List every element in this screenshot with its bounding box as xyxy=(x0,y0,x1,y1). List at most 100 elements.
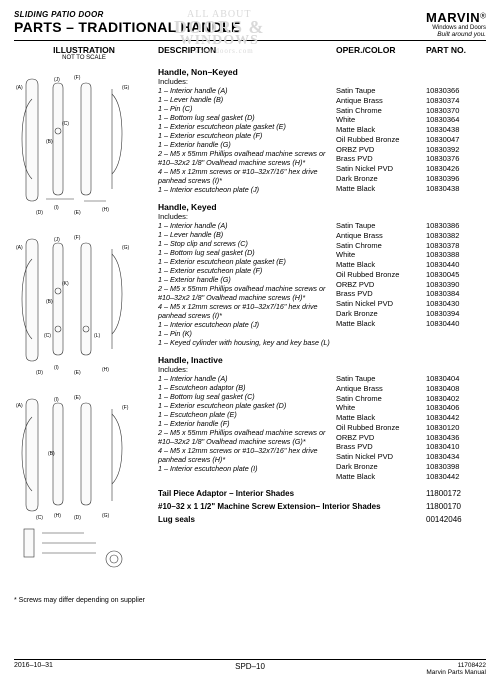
variant-color: Antique Brass xyxy=(336,231,426,241)
variant-parts: 1083040410830408108304021083040610830442… xyxy=(426,374,486,481)
variant-color: Brass PVD xyxy=(336,154,426,164)
footer-page: SPD–10 xyxy=(235,662,265,671)
includes-item: 4 – M5 x 12mm screws or #10–32x7/16" hex… xyxy=(158,302,330,320)
variant-color: Antique Brass xyxy=(336,96,426,106)
simple-row: Tail Piece Adaptor – Interior Shades1180… xyxy=(158,489,486,498)
includes-item: 2 – M5 x 55mm Phillips ovalhead machine … xyxy=(158,428,330,446)
section-title: Handle, Inactive xyxy=(158,355,486,365)
variant-colors: Satin TaupeAntique BrassSatin ChromeWhit… xyxy=(336,86,426,194)
includes-item: 1 – Lever handle (B) xyxy=(158,230,330,239)
simple-row-label: Lug seals xyxy=(158,515,426,524)
includes-item: 1 – Pin (K) xyxy=(158,329,330,338)
svg-text:(C): (C) xyxy=(36,515,43,521)
footer-doc-name: Marvin Parts Manual xyxy=(426,669,486,676)
variant-color: Oil Rubbed Bronze xyxy=(336,135,426,145)
svg-text:(A): (A) xyxy=(16,85,23,91)
variant-part: 10830384 xyxy=(426,289,486,299)
includes-item: 1 – Exterior escutcheon plate (F) xyxy=(158,266,330,275)
variant-color: Antique Brass xyxy=(336,384,426,394)
includes-item: 1 – Exterior escutcheon plate gasket (D) xyxy=(158,401,330,410)
handle-section: Handle, InactiveIncludes:1 – Interior ha… xyxy=(158,355,486,481)
footnote: * Screws may differ depending on supplie… xyxy=(14,597,486,604)
variant-part: 10830398 xyxy=(426,462,486,472)
variant-parts: 1083036610830374108303701083036410830438… xyxy=(426,86,486,194)
includes-item: 1 – Pin (C) xyxy=(158,104,330,113)
variant-color: Satin Chrome xyxy=(336,394,426,404)
product-line: SLIDING PATIO DOOR xyxy=(14,10,426,19)
includes-item: 1 – Lever handle (B) xyxy=(158,95,330,104)
variant-part: 10830426 xyxy=(426,164,486,174)
variant-color: Brass PVD xyxy=(336,289,426,299)
svg-text:(E): (E) xyxy=(74,370,81,376)
variant-color: Satin Chrome xyxy=(336,241,426,251)
col-illustration: ILLUSTRATION xyxy=(53,45,115,55)
variant-color: Satin Taupe xyxy=(336,374,426,384)
simple-row-part: 11800172 xyxy=(426,489,486,498)
variant-part: 10830364 xyxy=(426,115,486,125)
includes-label: Includes: xyxy=(158,365,486,374)
variant-color: Matte Black xyxy=(336,319,426,329)
svg-text:(C): (C) xyxy=(62,121,69,127)
variant-part: 10830404 xyxy=(426,374,486,384)
variant-color: Satin Chrome xyxy=(336,106,426,116)
svg-text:(I): (I) xyxy=(54,205,59,211)
variant-color: Oil Rubbed Bronze xyxy=(336,270,426,280)
variant-color: Matte Black xyxy=(336,184,426,194)
variant-color: Matte Black xyxy=(336,413,426,423)
variant-part: 10830382 xyxy=(426,231,486,241)
variant-part: 10830374 xyxy=(426,96,486,106)
variant-colors: Satin TaupeAntique BrassSatin ChromeWhit… xyxy=(336,374,426,481)
variant-colors: Satin TaupeAntique BrassSatin ChromeWhit… xyxy=(336,221,426,347)
variant-color: ORBZ PVD xyxy=(336,145,426,155)
includes-item: 1 – Bottom lug seal gasket (D) xyxy=(158,248,330,257)
includes-label: Includes: xyxy=(158,77,486,86)
svg-text:(G): (G) xyxy=(122,85,130,91)
variant-part: 10830388 xyxy=(426,250,486,260)
variant-part: 10830047 xyxy=(426,135,486,145)
simple-row-part: 00142046 xyxy=(426,515,486,524)
variant-color: Dark Bronze xyxy=(336,174,426,184)
footer-date: 2016–10–31 xyxy=(14,662,53,676)
variant-color: Dark Bronze xyxy=(336,462,426,472)
variant-part: 10830442 xyxy=(426,413,486,423)
simple-row-part: 11800170 xyxy=(426,502,486,511)
includes-item: 1 – Bottom lug seal gasket (C) xyxy=(158,392,330,401)
includes-item: 1 – Interior escutcheon plate (J) xyxy=(158,320,330,329)
includes-item: 1 – Exterior handle (F) xyxy=(158,419,330,428)
variant-part: 10830410 xyxy=(426,442,486,452)
variant-color: ORBZ PVD xyxy=(336,433,426,443)
svg-text:(J): (J) xyxy=(54,237,60,243)
svg-text:(A): (A) xyxy=(16,403,23,409)
includes-item: 1 – Bottom lug seal gasket (D) xyxy=(158,113,330,122)
variant-part: 10830396 xyxy=(426,174,486,184)
variant-part: 10830434 xyxy=(426,452,486,462)
variant-part: 10830120 xyxy=(426,423,486,433)
includes-item: 2 – M5 x 55mm Phillips ovalhead machine … xyxy=(158,149,330,167)
variant-color: White xyxy=(336,115,426,125)
svg-text:(D): (D) xyxy=(36,370,43,376)
simple-row-label: Tail Piece Adaptor – Interior Shades xyxy=(158,489,426,498)
variant-part: 10830045 xyxy=(426,270,486,280)
svg-text:(D): (D) xyxy=(74,515,81,521)
variant-part: 10830408 xyxy=(426,384,486,394)
includes-item: 1 – Exterior handle (G) xyxy=(158,140,330,149)
variant-parts: 1083038610830382108303781083038810830440… xyxy=(426,221,486,347)
section-title: Handle, Non–Keyed xyxy=(158,67,486,77)
includes-item: 2 – M5 x 55mm Phillips ovalhead machine … xyxy=(158,284,330,302)
includes-item: 1 – Escutcheon adaptor (B) xyxy=(158,383,330,392)
svg-text:(A): (A) xyxy=(16,245,23,251)
variant-color: ORBZ PVD xyxy=(336,280,426,290)
includes-label: Includes: xyxy=(158,212,486,221)
svg-text:(K): (K) xyxy=(62,281,69,287)
col-part: PART NO. xyxy=(426,45,486,61)
includes-item: 4 – M5 x 12mm screws or #10–32x7/16" hex… xyxy=(158,446,330,464)
variant-part: 10830440 xyxy=(426,260,486,270)
variant-part: 10830366 xyxy=(426,86,486,96)
variant-color: Matte Black xyxy=(336,260,426,270)
svg-text:(J): (J) xyxy=(54,77,60,83)
svg-text:(L): (L) xyxy=(94,333,100,339)
variant-part: 10830430 xyxy=(426,299,486,309)
variant-color: White xyxy=(336,250,426,260)
svg-text:(G): (G) xyxy=(102,513,110,519)
svg-text:(D): (D) xyxy=(36,210,43,216)
